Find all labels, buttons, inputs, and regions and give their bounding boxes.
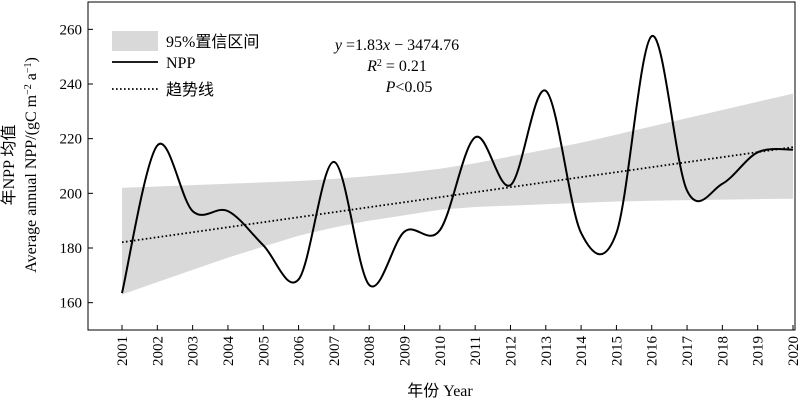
x-tick-label: 2015 <box>609 336 625 366</box>
x-axis-label: 年份 Year <box>407 382 473 400</box>
plot-area <box>121 35 794 295</box>
x-tick-label: 2009 <box>398 336 414 366</box>
legend-trend-label: 趋势线 <box>166 81 214 99</box>
x-tick-label: 2005 <box>256 336 272 366</box>
y-tick-label: 160 <box>60 296 83 312</box>
y-tick-label: 240 <box>60 77 83 93</box>
x-tick-label: 2020 <box>786 336 800 366</box>
x-tick-label: 2002 <box>150 336 166 366</box>
x-tick-label: 2011 <box>468 336 484 365</box>
legend-npp-label: NPP <box>166 55 195 72</box>
confidence-band <box>122 93 793 295</box>
x-tick-label: 2012 <box>503 336 519 366</box>
y-tick-label: 180 <box>60 241 83 257</box>
r-squared: R2 = 0.21 <box>366 58 427 76</box>
p-value: P<0.05 <box>385 79 433 96</box>
regression-equation: y =1.83x − 3474.76 <box>333 37 459 54</box>
x-tick-label: 2007 <box>327 336 343 367</box>
x-tick-label: 2014 <box>574 336 590 367</box>
y-tick-label: 200 <box>60 186 83 202</box>
axes: 160 180 200 220 240 260 2001 2002 2003 2004 2005 20… <box>60 1 800 367</box>
legend-band-swatch <box>112 31 158 51</box>
trend-line <box>121 146 794 244</box>
x-tick-label: 2001 <box>115 336 131 366</box>
regression-annotation: y =1.83x − 3474.76 R2 = 0.21 P<0.05 <box>333 37 459 96</box>
x-tick-label: 2013 <box>539 336 555 366</box>
y-axis-label-cn: 年NPP 均值 <box>0 125 18 206</box>
y-axis-label-en: Average annual NPP/(gC m−2 a−1) <box>23 57 41 273</box>
legend: 95%置信区间 NPP 趋势线 <box>112 31 259 99</box>
x-tick-label: 2006 <box>292 336 308 367</box>
legend-band-label: 95%置信区间 <box>166 33 259 51</box>
x-tick-label: 2019 <box>751 336 767 366</box>
x-tick-label: 2004 <box>221 336 237 367</box>
x-tick-label: 2017 <box>680 336 696 367</box>
y-tick-label: 260 <box>60 22 83 38</box>
y-tick-label: 220 <box>60 132 83 148</box>
x-tick-label: 2008 <box>362 336 378 366</box>
x-tick-label: 2003 <box>186 336 202 366</box>
x-tick-label: 2018 <box>715 336 731 366</box>
x-tick-label: 2010 <box>433 336 449 366</box>
x-tick-label: 2016 <box>645 336 661 367</box>
plot-frame <box>87 1 796 331</box>
npp-series-line <box>121 35 794 294</box>
